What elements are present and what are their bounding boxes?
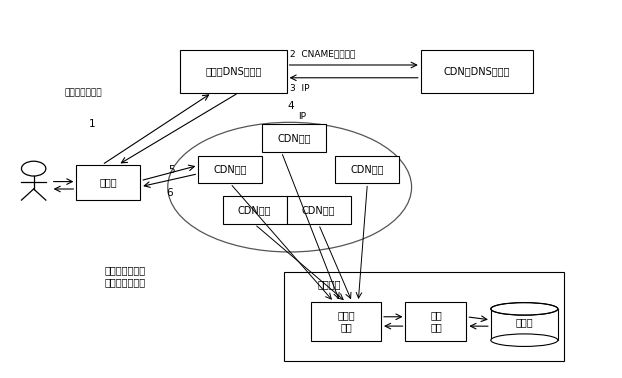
FancyBboxPatch shape — [77, 165, 141, 200]
Text: 5: 5 — [168, 165, 174, 175]
Text: 数据库: 数据库 — [516, 318, 533, 327]
FancyBboxPatch shape — [284, 272, 564, 361]
Text: IP: IP — [299, 112, 307, 121]
Text: 1: 1 — [89, 119, 96, 129]
Text: 浏览器: 浏览器 — [100, 178, 117, 187]
Text: 用户访问的域名: 用户访问的域名 — [64, 88, 102, 97]
FancyBboxPatch shape — [198, 156, 262, 183]
Text: 服务器
程序: 服务器 程序 — [337, 311, 355, 332]
Text: 3  IP: 3 IP — [290, 84, 309, 93]
FancyBboxPatch shape — [287, 197, 351, 224]
Text: 主服务器: 主服务器 — [317, 279, 341, 289]
Text: CDN的DNS服务器: CDN的DNS服务器 — [444, 67, 510, 76]
FancyBboxPatch shape — [420, 50, 534, 93]
Text: 4: 4 — [287, 101, 294, 111]
Text: 如果没有缓冲则
从主服务器获取: 如果没有缓冲则 从主服务器获取 — [104, 265, 146, 287]
Text: CDN节点: CDN节点 — [213, 164, 247, 175]
FancyBboxPatch shape — [311, 302, 381, 341]
Text: CDN节点: CDN节点 — [302, 205, 335, 215]
FancyBboxPatch shape — [335, 156, 399, 183]
Text: 2  CNAME目标域名: 2 CNAME目标域名 — [290, 49, 355, 58]
Ellipse shape — [491, 303, 558, 315]
FancyBboxPatch shape — [262, 124, 327, 152]
Text: 正常的DNS服务器: 正常的DNS服务器 — [205, 67, 261, 76]
FancyBboxPatch shape — [180, 50, 287, 93]
Text: CDN节点: CDN节点 — [238, 205, 271, 215]
Ellipse shape — [491, 334, 558, 346]
Text: CDN节点: CDN节点 — [277, 133, 311, 143]
Text: CDN节点: CDN节点 — [351, 164, 384, 175]
FancyBboxPatch shape — [406, 302, 466, 341]
Text: 6: 6 — [166, 188, 172, 198]
FancyBboxPatch shape — [223, 197, 287, 224]
Polygon shape — [491, 309, 558, 340]
Text: 网站
程序: 网站 程序 — [430, 311, 442, 332]
